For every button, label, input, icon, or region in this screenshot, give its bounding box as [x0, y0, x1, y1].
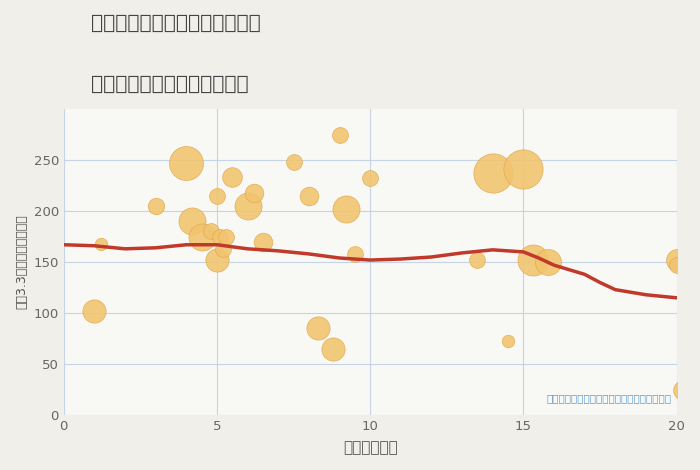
Point: [542, 258, 554, 266]
Point: [187, 218, 198, 225]
Point: [472, 256, 483, 264]
Point: [328, 345, 339, 352]
Point: [258, 238, 269, 245]
Text: 駅距離別中古マンション価格: 駅距離別中古マンション価格: [91, 75, 248, 94]
Point: [677, 386, 688, 393]
Point: [220, 233, 232, 240]
Y-axis label: 坪（3.3㎡）単価（万円）: 坪（3.3㎡）単価（万円）: [15, 215, 28, 309]
Point: [312, 325, 323, 332]
Point: [211, 192, 223, 200]
Point: [487, 170, 498, 177]
Point: [527, 256, 538, 264]
Point: [248, 189, 260, 196]
Point: [334, 131, 345, 138]
Point: [211, 256, 223, 264]
Point: [503, 337, 514, 345]
Point: [214, 233, 225, 240]
Point: [288, 158, 299, 166]
Point: [671, 256, 682, 264]
Point: [196, 233, 207, 240]
Point: [242, 202, 253, 210]
Point: [303, 192, 314, 200]
Point: [181, 159, 192, 167]
X-axis label: 駅距離（分）: 駅距離（分）: [343, 440, 398, 455]
Point: [150, 202, 161, 210]
Point: [349, 250, 360, 258]
Point: [227, 173, 238, 181]
Point: [518, 165, 529, 173]
Point: [365, 175, 376, 182]
Point: [89, 307, 100, 315]
Text: 愛知県名古屋市中村区森田町の: 愛知県名古屋市中村区森田町の: [91, 14, 260, 33]
Point: [671, 261, 682, 269]
Text: 円の大きさは、取引のあった物件面積を示す: 円の大きさは、取引のあった物件面積を示す: [547, 393, 672, 403]
Point: [340, 205, 351, 213]
Point: [205, 228, 216, 235]
Point: [218, 245, 229, 252]
Point: [95, 240, 106, 248]
